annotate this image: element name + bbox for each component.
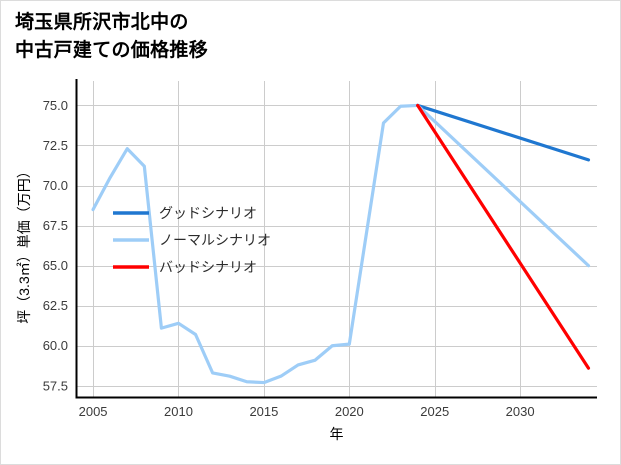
x-axis-title: 年 <box>330 426 344 442</box>
x-tick-label: 2025 <box>420 404 449 419</box>
y-axis-tick-labels: 57.5 60.0 62.5 65.0 67.5 70.0 72.5 75.0 <box>43 98 68 393</box>
x-tick-label: 2015 <box>249 404 278 419</box>
y-tick-label: 60.0 <box>43 338 68 353</box>
x-tick-label: 2005 <box>79 404 108 419</box>
y-tick-label: 67.5 <box>43 218 68 233</box>
y-tick-label: 62.5 <box>43 298 68 313</box>
legend-label: バッドシナリオ <box>159 259 257 275</box>
x-gridlines <box>93 81 521 397</box>
axis-spine <box>75 79 597 399</box>
series-line-normal-history <box>91 103 420 385</box>
y-tick-label: 70.0 <box>43 178 68 193</box>
y-tick-label: 72.5 <box>43 138 68 153</box>
y-tick-label: 65.0 <box>43 258 68 273</box>
series-line-bad-forecast <box>416 103 591 370</box>
x-axis-tick-labels: 2005 2010 2015 2020 2025 2030 <box>79 404 535 419</box>
y-tick-label: 75.0 <box>43 98 68 113</box>
x-tick-label: 2030 <box>506 404 535 419</box>
x-tick-label: 2010 <box>164 404 193 419</box>
chart-title: 埼玉県所沢市北中の 中古戸建ての価格推移 <box>15 12 209 61</box>
axis-spines <box>75 79 597 399</box>
y-axis-title: 坪（3.3㎡）単価（万円） <box>16 164 32 323</box>
legend-label: グッドシナリオ <box>159 205 257 221</box>
x-tick-label: 2020 <box>335 404 364 419</box>
series-line-normal-forecast <box>416 103 591 268</box>
series-line-good-forecast <box>416 103 591 162</box>
y-tick-label: 57.5 <box>43 378 68 393</box>
data-series-group <box>91 103 591 385</box>
y-gridlines <box>76 105 597 387</box>
legend-label: ノーマルシナリオ <box>159 232 271 248</box>
